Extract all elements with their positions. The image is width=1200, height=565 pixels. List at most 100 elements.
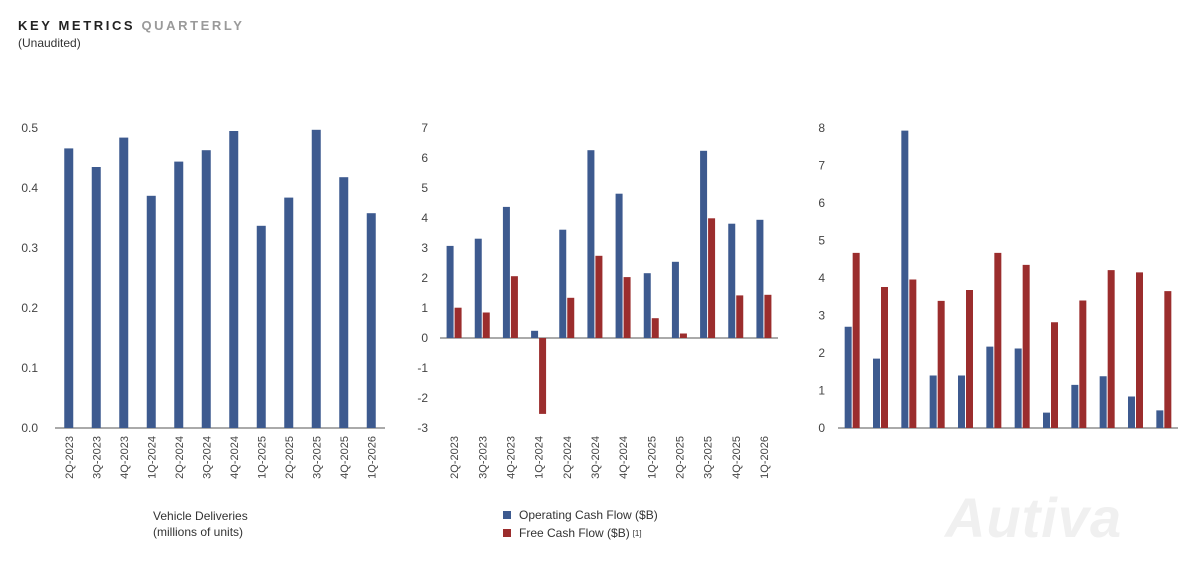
chart3-bar-s1-1	[844, 326, 852, 428]
chart2-bar-s1-2	[474, 238, 482, 338]
chart3-bar-s1-7	[1014, 348, 1022, 428]
chart1-bar-s1-11	[339, 177, 349, 428]
legend-item-free-cash-flow: Free Cash Flow ($B) [1]	[503, 524, 658, 542]
chart3-bar-s2-11	[1136, 272, 1143, 428]
chart2-bar-s2-5	[567, 297, 575, 338]
chart2-category-label: 1Q-2024	[534, 436, 546, 479]
chart3-bar-s2-1	[852, 252, 860, 428]
chart2-ytick-label: 1	[421, 301, 428, 315]
chart2-bar-s2-6	[595, 255, 603, 338]
chart2-bar-s2-12	[764, 294, 772, 338]
chart1-bar-s1-9	[284, 197, 294, 428]
chart1-category-label: 1Q-2025	[256, 436, 268, 479]
chart1-bar-s1-3	[119, 137, 129, 428]
chart2-bar-s1-10	[700, 150, 708, 338]
chart3-bar-s1-2	[873, 358, 880, 428]
chart1-bar-s1-5	[174, 161, 184, 428]
chart1-category-label: 2Q-2023	[64, 436, 76, 479]
cashflow-legend: Operating Cash Flow ($B) Free Cash Flow …	[503, 506, 658, 542]
chart2-category-label: 2Q-2025	[674, 436, 686, 479]
chart2-ytick-label: 5	[421, 181, 428, 195]
chart2-ytick-label: -3	[417, 421, 428, 435]
page-subtitle: (Unaudited)	[18, 36, 81, 50]
chart3-bar-s2-8	[1051, 322, 1058, 428]
chart3-bar-s1-4	[929, 375, 937, 428]
chart3-bar-s1-3	[901, 130, 909, 428]
chart2-ytick-label: -2	[417, 391, 428, 405]
chart2-bar-s1-1	[446, 245, 454, 338]
chart2-category-label: 3Q-2025	[703, 436, 715, 479]
page-header: KEY METRICS QUARTERLY (Unaudited)	[18, 18, 245, 50]
chart3-bar-s2-10	[1107, 270, 1115, 428]
chart1-ytick-label: 0.0	[21, 421, 38, 435]
deliveries-caption-line1: Vehicle Deliveries	[153, 509, 248, 523]
legend-item-operating-cash-flow: Operating Cash Flow ($B)	[503, 506, 658, 524]
chart3-bar-s1-11	[1128, 396, 1135, 428]
chart2-category-label: 1Q-2026	[759, 436, 771, 479]
chart1-category-label: 3Q-2025	[311, 436, 323, 479]
chart3-ytick-label: 5	[818, 234, 825, 248]
chart1-category-label: 4Q-2024	[229, 436, 241, 479]
chart1-bar-s1-10	[311, 129, 321, 429]
chart2-bar-s2-10	[708, 218, 716, 338]
chart3-bar-s2-3	[909, 279, 917, 428]
chart1-category-label: 2Q-2025	[284, 436, 296, 479]
chart1-category-label: 4Q-2025	[339, 436, 351, 479]
chart2-category-label: 1Q-2025	[646, 436, 658, 479]
chart2-ytick-label: 6	[421, 151, 428, 165]
chart3-ytick-label: 4	[818, 271, 825, 285]
chart2-bar-s2-9	[679, 333, 687, 338]
chart2-category-label: 4Q-2025	[731, 436, 743, 479]
chart3-ytick-label: 1	[818, 384, 825, 398]
chart2-bar-s2-11	[736, 295, 744, 338]
chart1-bar-s1-12	[366, 213, 376, 428]
chart3-bar-s2-2	[881, 287, 888, 428]
page-title-main: KEY METRICS	[18, 18, 136, 33]
chart3-bar-s2-12	[1164, 291, 1172, 428]
chart1-category-label: 3Q-2024	[201, 436, 213, 479]
chart2-ytick-label: 4	[421, 211, 428, 225]
chart1-bar-s1-2	[91, 167, 101, 428]
chart2-bar-s2-4	[539, 338, 547, 414]
chart2-bar-s1-7	[615, 193, 623, 338]
chart2-ytick-label: 2	[421, 271, 428, 285]
chart3-bar-s1-6	[986, 346, 994, 428]
chart2-ytick-label: 7	[421, 121, 428, 135]
chart2-category-label: 3Q-2023	[477, 436, 489, 479]
chart3-ytick-label: 8	[818, 121, 825, 135]
chart1-bar-s1-6	[201, 150, 211, 428]
chart2-bar-s1-6	[587, 150, 595, 338]
legend-footnote: [1]	[632, 528, 642, 538]
chart2-bar-s2-3	[510, 276, 518, 338]
chart3-ytick-label: 2	[818, 346, 825, 360]
chart2-bar-s1-8	[643, 273, 651, 338]
chart3-bar-s2-6	[994, 252, 1002, 428]
chart3-bar-s1-12	[1156, 410, 1164, 428]
chart2-bar-s2-1	[454, 307, 462, 338]
chart2-bar-s1-3	[502, 206, 510, 338]
chart1-bar-s1-1	[64, 148, 74, 428]
chart2-category-label: 2Q-2023	[449, 436, 461, 479]
chart2-bar-s1-12	[756, 219, 764, 338]
legend-swatch-red	[503, 529, 511, 537]
page-title: KEY METRICS QUARTERLY	[18, 18, 245, 33]
chart2-ytick-label: 3	[421, 241, 428, 255]
chart1-bar-s1-7	[229, 131, 239, 428]
chart3-ytick-label: 7	[818, 159, 825, 173]
watermark-logo: Autiva	[945, 486, 1123, 549]
chart2-ytick-label: -1	[417, 361, 428, 375]
chart2-bar-s1-11	[728, 223, 736, 338]
chart2-bar-s1-5	[559, 229, 567, 338]
chart1-ytick-label: 0.1	[21, 361, 38, 375]
chart3-bar-s2-9	[1079, 300, 1087, 428]
chart1-category-label: 2Q-2024	[174, 436, 186, 479]
chart2-bar-s1-4	[531, 330, 539, 338]
chart3-bar-s2-7	[1022, 264, 1030, 428]
chart1-ytick-label: 0.2	[21, 301, 38, 315]
chart2-category-label: 3Q-2024	[590, 436, 602, 479]
chart2-bar-s2-2	[482, 312, 490, 338]
chart3-bar-s2-4	[937, 300, 945, 428]
chart1-bar-s1-8	[256, 225, 266, 428]
chart2-bar-s2-7	[623, 277, 631, 338]
